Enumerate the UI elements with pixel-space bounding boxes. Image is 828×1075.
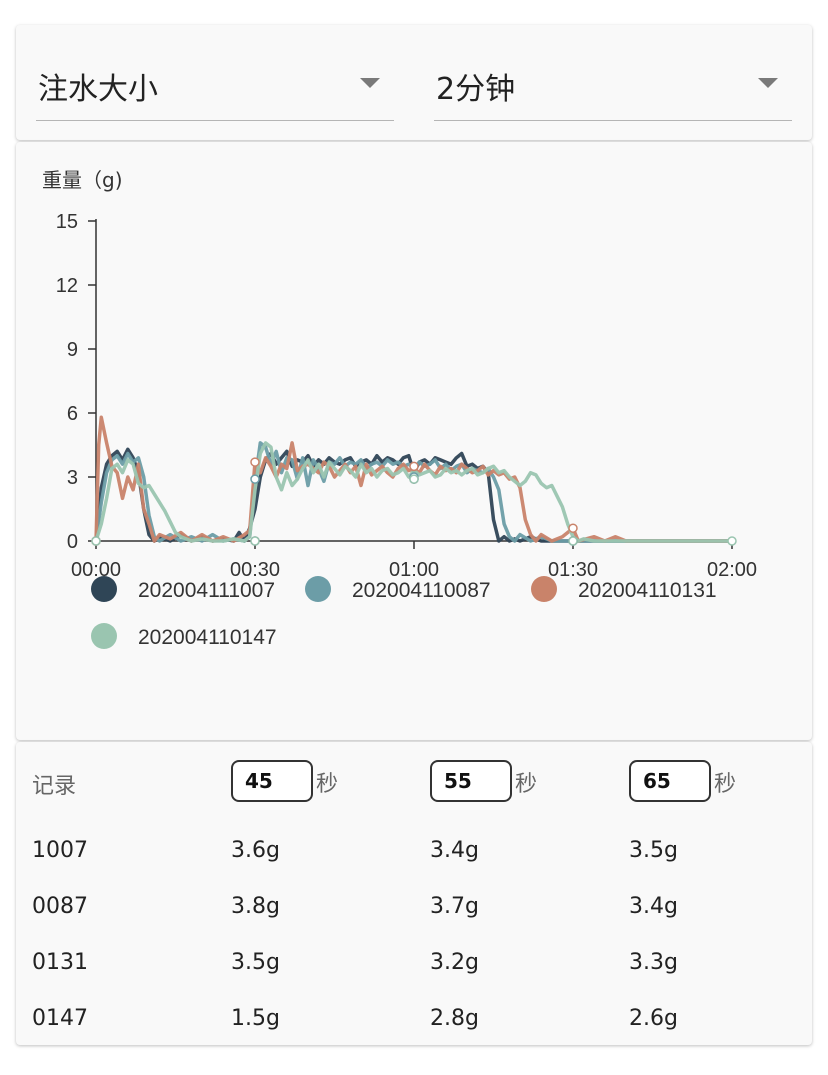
y-tick-label: 0: [67, 531, 78, 553]
x-tick-label: 00:00: [71, 559, 121, 581]
y-tick-label: 15: [56, 211, 78, 233]
seconds-unit-label: 秒: [316, 766, 338, 798]
data-point-marker: [569, 524, 577, 532]
data-point-marker: [410, 462, 418, 470]
y-tick-label: 6: [67, 403, 78, 425]
y-tick-label: 3: [67, 467, 78, 489]
series-line-202004110147: [96, 443, 732, 541]
legend-label: 202004110087: [352, 579, 491, 602]
seconds-unit-label: 秒: [714, 766, 736, 798]
record-value: 3.6g: [231, 838, 280, 863]
record-value: 3.8g: [231, 894, 280, 919]
legend-swatch: [305, 576, 331, 602]
record-value: 3.5g: [629, 838, 678, 863]
chevron-down-icon: [758, 78, 778, 88]
legend-label: 202004111007: [138, 579, 275, 602]
metric-select-value: 注水大小: [38, 64, 158, 108]
data-point-marker: [251, 475, 259, 483]
legend-label: 202004110131: [578, 579, 717, 602]
record-table: 记录 秒 秒 秒 1007 3.6g 3.4g 3.5g 0087 3.8g 3…: [16, 742, 812, 1045]
record-id: 1007: [32, 838, 88, 863]
data-point-marker: [251, 458, 259, 466]
duration-select[interactable]: 2分钟: [434, 60, 792, 121]
data-point-marker: [728, 537, 736, 545]
data-point-marker: [251, 537, 259, 545]
legend-swatch: [91, 623, 117, 649]
seconds-input-1[interactable]: [231, 760, 313, 802]
data-point-marker: [569, 537, 577, 545]
data-point-marker: [410, 475, 418, 483]
x-tick-label: 01:00: [389, 559, 439, 581]
record-value: 2.8g: [430, 1006, 479, 1031]
record-value: 2.6g: [629, 1006, 678, 1031]
record-value: 3.5g: [231, 950, 280, 975]
select-bar: 注水大小 2分钟: [16, 25, 812, 140]
record-value: 3.7g: [430, 894, 479, 919]
series-line-202004110087: [96, 443, 732, 541]
seconds-input-3[interactable]: [629, 760, 711, 802]
legend-swatch: [91, 576, 117, 602]
record-column-header: 记录: [32, 768, 76, 800]
x-tick-label: 01:30: [548, 559, 598, 581]
metric-select[interactable]: 注水大小: [36, 60, 394, 121]
x-tick-label: 02:00: [707, 559, 757, 581]
record-id: 0147: [32, 1006, 88, 1031]
x-tick-label: 00:30: [230, 559, 280, 581]
duration-select-value: 2分钟: [436, 64, 515, 108]
y-tick-label: 9: [67, 339, 78, 361]
y-tick-label: 12: [56, 275, 78, 297]
record-id: 0131: [32, 950, 88, 975]
record-value: 3.2g: [430, 950, 479, 975]
chart-card: 重量（g) 0 3 6 9 12 15 00:00 00:30 01:00 01:30 02:00 2…: [16, 142, 812, 740]
seconds-unit-label: 秒: [515, 766, 537, 798]
data-point-marker: [92, 537, 100, 545]
record-value: 1.5g: [231, 1006, 280, 1031]
legend-label: 202004110147: [138, 626, 277, 649]
chevron-down-icon: [360, 78, 380, 88]
legend-swatch: [531, 576, 557, 602]
seconds-input-2[interactable]: [430, 760, 512, 802]
record-value: 3.4g: [629, 894, 678, 919]
record-value: 3.4g: [430, 838, 479, 863]
record-value: 3.3g: [629, 950, 678, 975]
record-id: 0087: [32, 894, 88, 919]
